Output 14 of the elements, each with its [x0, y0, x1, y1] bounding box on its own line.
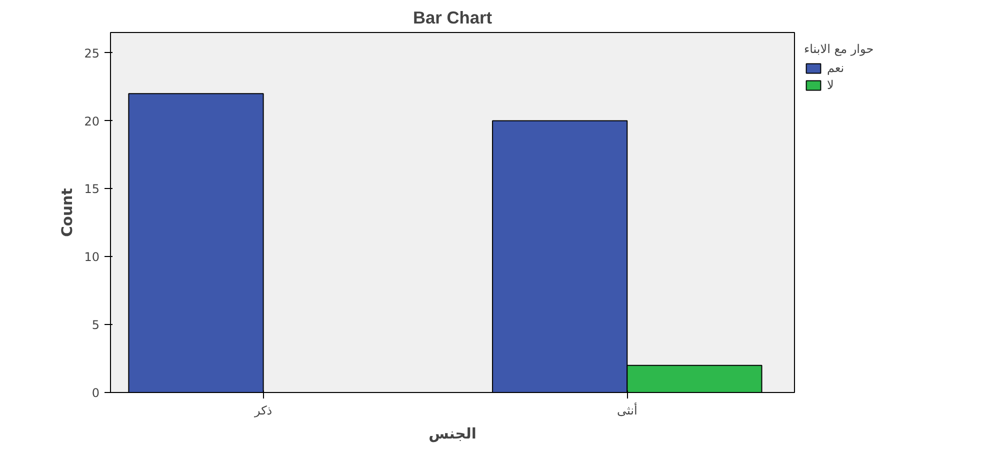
y-tick-label: 15 [84, 182, 100, 196]
legend-label: نعم [827, 61, 846, 75]
chart-title: Bar Chart [413, 8, 492, 28]
y-tick-label: 0 [92, 386, 100, 400]
y-tick-label: 5 [92, 318, 100, 332]
x-tick-label: ذكر [253, 404, 272, 418]
y-axis-title: Count [59, 188, 76, 237]
legend-label: لا [827, 78, 835, 92]
y-tick-label: 10 [84, 250, 100, 264]
y-tick-label: 20 [84, 114, 100, 128]
y-tick-label: 25 [84, 46, 100, 60]
x-axis-title: الجنس [428, 426, 476, 442]
legend-title: حوار مع الابناء [804, 42, 874, 56]
x-tick-label: أنثى [616, 402, 638, 418]
